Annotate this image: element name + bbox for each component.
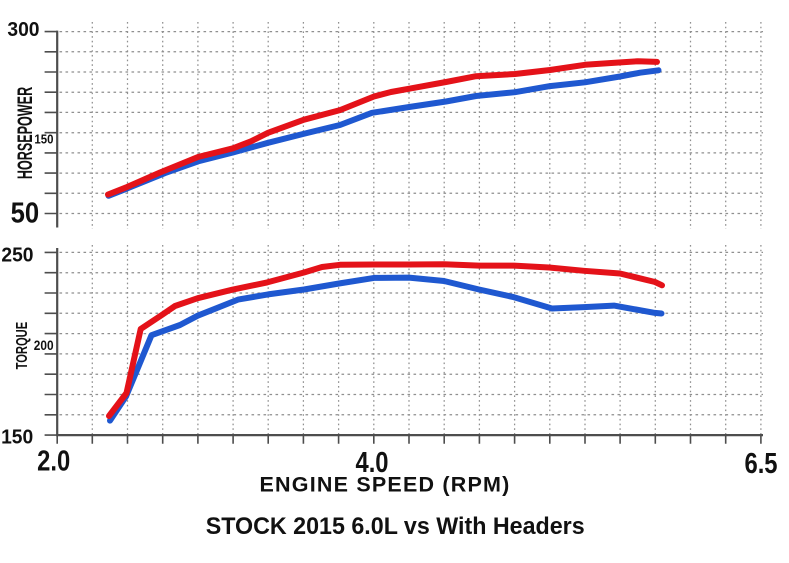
svg-text:TORQUE: TORQUE bbox=[12, 322, 31, 370]
svg-text:150: 150 bbox=[34, 132, 53, 147]
svg-text:4.0: 4.0 bbox=[355, 446, 388, 479]
svg-text:6.5: 6.5 bbox=[744, 447, 777, 480]
svg-text:250: 250 bbox=[1, 244, 33, 267]
svg-text:ENGINE SPEED (RPM): ENGINE SPEED (RPM) bbox=[260, 472, 511, 496]
svg-text:300: 300 bbox=[7, 18, 39, 41]
svg-text:200: 200 bbox=[34, 337, 54, 353]
svg-text:150: 150 bbox=[1, 426, 33, 449]
svg-text:STOCK 2015 6.0L vs With Header: STOCK 2015 6.0L vs With Headers bbox=[206, 512, 585, 540]
svg-text:50: 50 bbox=[11, 196, 40, 229]
svg-text:HORSEPOWER: HORSEPOWER bbox=[13, 86, 37, 179]
svg-text:2.0: 2.0 bbox=[37, 444, 70, 477]
